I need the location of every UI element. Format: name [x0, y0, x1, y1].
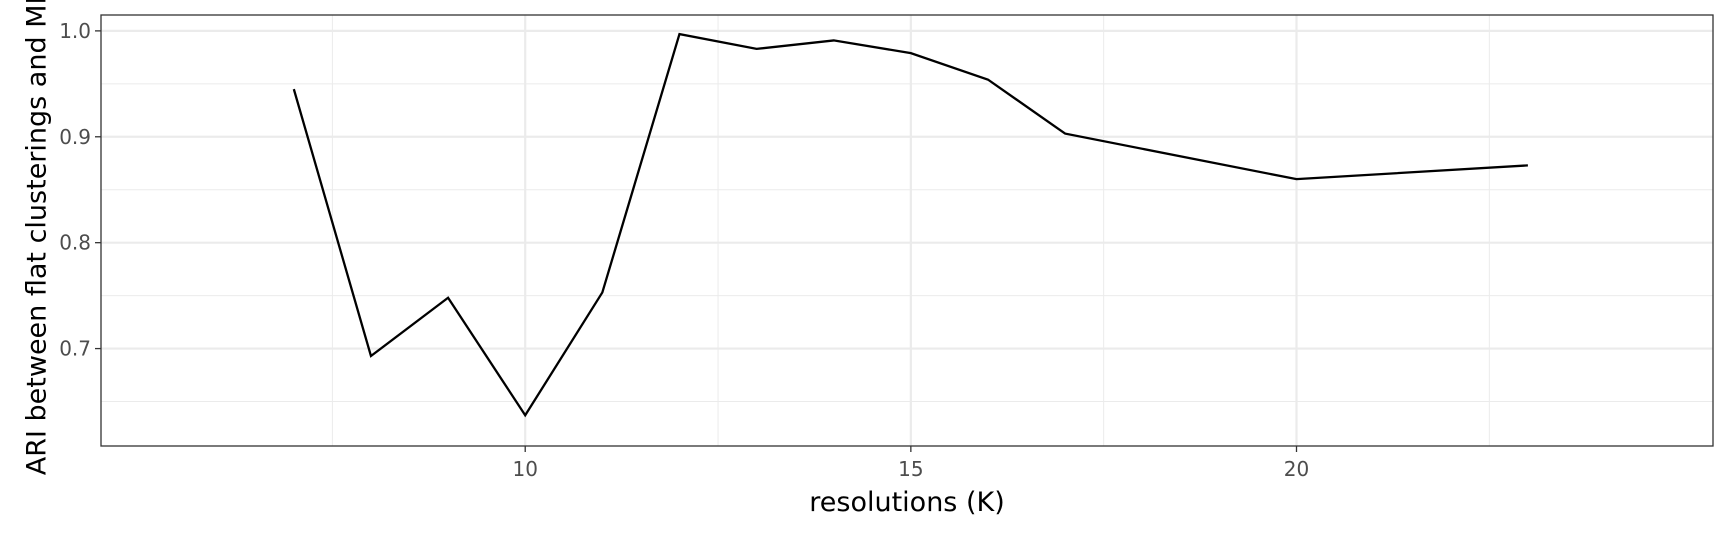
- y-tick-label: 1.0: [59, 19, 91, 43]
- panel-border: [100, 14, 1714, 447]
- series-layer: [292, 32, 1529, 418]
- x-tick-label: 15: [898, 457, 923, 481]
- data-point: [293, 88, 295, 90]
- minor-gridlines: [101, 15, 1713, 446]
- data-point: [833, 39, 835, 41]
- series-line: [292, 32, 1528, 418]
- x-tick-label: 10: [512, 457, 537, 481]
- data-point: [370, 355, 372, 357]
- tick-labels: 10 15 20 0.7 0.8 0.9 1.0: [59, 19, 1309, 481]
- data-point: [987, 78, 989, 80]
- data-point: [601, 291, 603, 293]
- data-point: [447, 297, 449, 299]
- x-tick-label: 20: [1284, 457, 1309, 481]
- y-tick-label: 0.8: [59, 231, 91, 255]
- y-tick-label: 0.9: [59, 125, 91, 149]
- data-point: [1064, 132, 1066, 134]
- x-axis-title: resolutions (K): [809, 487, 1004, 518]
- axis-ticks: [95, 30, 1298, 452]
- data-point: [910, 52, 912, 54]
- data-point: [755, 48, 757, 50]
- y-axis-title: ARI between flat clusterings and MR: [21, 0, 52, 475]
- data-point: [678, 33, 680, 35]
- data-point: [1527, 164, 1529, 166]
- y-tick-label: 0.7: [59, 337, 91, 361]
- major-gridlines: [101, 15, 1713, 446]
- data-point: [1295, 178, 1297, 180]
- data-point: [524, 414, 526, 416]
